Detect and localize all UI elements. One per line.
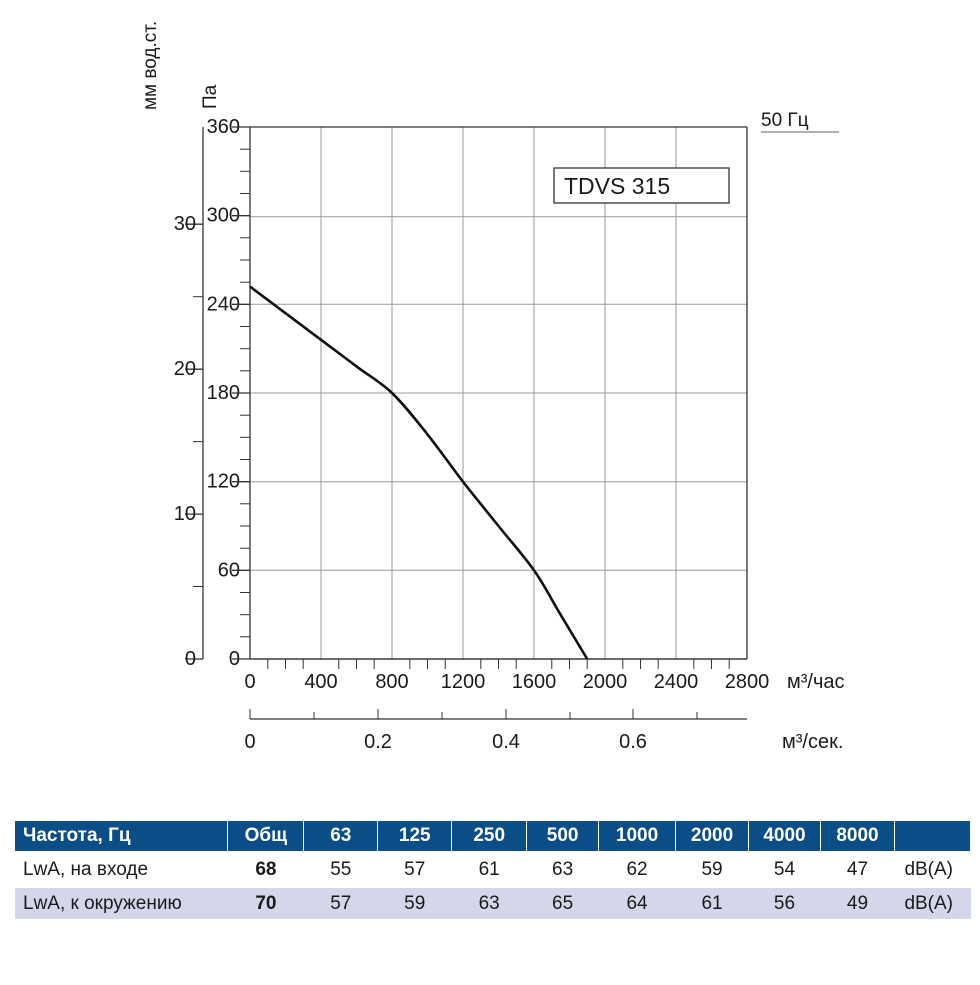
svg-text:10: 10 [174, 503, 196, 525]
svg-text:1200: 1200 [441, 671, 486, 693]
svg-text:30: 30 [174, 213, 196, 235]
svg-text:0.6: 0.6 [619, 731, 647, 753]
svg-text:мм вод.ст.: мм вод.ст. [140, 21, 161, 110]
svg-text:м³/час: м³/час [787, 671, 845, 693]
svg-text:2000: 2000 [583, 671, 628, 693]
svg-text:400: 400 [304, 671, 337, 693]
svg-text:800: 800 [375, 671, 408, 693]
svg-text:2400: 2400 [654, 671, 699, 693]
svg-text:TDVS 315: TDVS 315 [564, 173, 670, 199]
svg-text:м³/сек.: м³/сек. [782, 731, 843, 753]
svg-text:20: 20 [174, 358, 196, 380]
svg-text:50 Гц: 50 Гц [761, 110, 809, 131]
svg-text:1600: 1600 [512, 671, 557, 693]
svg-text:Па: Па [200, 84, 221, 109]
svg-text:0.2: 0.2 [364, 731, 392, 753]
svg-text:0: 0 [185, 648, 196, 670]
svg-text:2800: 2800 [725, 671, 770, 693]
svg-text:0.4: 0.4 [492, 731, 520, 753]
svg-text:0: 0 [244, 731, 255, 753]
svg-text:0: 0 [244, 671, 255, 693]
